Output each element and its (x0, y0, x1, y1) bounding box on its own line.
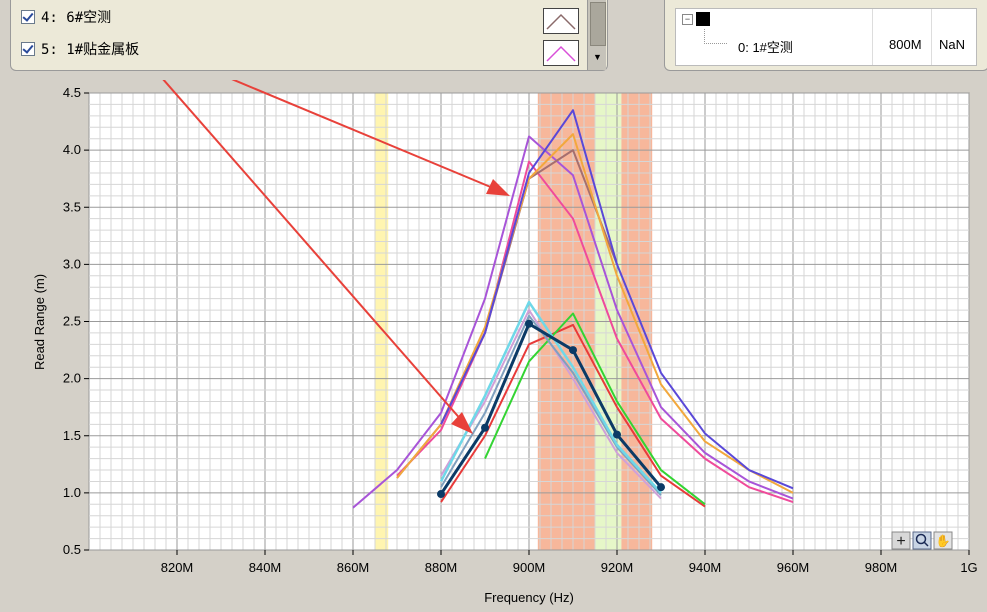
legend-scrollbar[interactable]: ▼ (587, 0, 606, 70)
y-tick-label: 1.0 (63, 485, 81, 500)
series-point (481, 423, 489, 432)
line-swatch-icon (546, 13, 576, 30)
y-tick-label: 4.5 (63, 85, 81, 100)
series-point (657, 483, 665, 492)
y-tick-label: 3.5 (63, 199, 81, 214)
x-tick-label: 840M (249, 560, 282, 575)
tree-connector (704, 29, 727, 44)
zoom-lens (915, 533, 927, 545)
tree-node-freq: 800M (889, 37, 922, 52)
series-point (525, 319, 533, 328)
series-line-2 (396, 160, 794, 503)
tree-node-label[interactable]: 0: 1#空测 (738, 40, 793, 55)
legend-checkbox-4[interactable] (21, 10, 35, 24)
series-line-8 (484, 312, 706, 506)
cursor-tree-panel: − 0: 1#空测 800M NaN (664, 0, 987, 71)
x-axis-title: Frequency (Hz) (484, 590, 574, 605)
zoom-handle (923, 541, 929, 547)
series-line-4 (396, 133, 794, 494)
scrollbar-thumb[interactable] (590, 2, 606, 46)
hand-glyph: ✋ (936, 534, 951, 548)
triangle-down-icon[interactable]: ▼ (593, 52, 602, 62)
crosshair-icon[interactable] (891, 531, 911, 550)
legend-swatch-5[interactable] (543, 40, 579, 66)
legend-label-5: 5: 1#贴金属板 (41, 42, 140, 58)
y-tick-label: 1.5 (63, 428, 81, 443)
legend-item-5[interactable]: 5: 1#贴金属板 (21, 38, 139, 60)
tree-node-value: NaN (939, 37, 966, 52)
read-range-chart[interactable]: 0.5 1.0 1.5 2.0 2.5 3.0 3.5 4.0 4.5 820M 840M 860M… (0, 29, 987, 607)
x-tick-label: 960M (777, 560, 810, 575)
plot-legend-panel: 4: 6#空测 5: 1#贴金属板 ▼ (10, 0, 608, 71)
annotation-arrow-head (451, 412, 473, 434)
x-tick-label: 1G (960, 560, 977, 575)
line-swatch-icon (546, 45, 576, 62)
graph-palette: + ✋ (891, 531, 953, 550)
legend-label-4: 4: 6#空测 (41, 10, 112, 26)
tree-col-divider (931, 9, 932, 65)
series-point (613, 430, 621, 439)
y-tick-label: 3.0 (63, 256, 81, 271)
x-tick-label: 900M (513, 560, 546, 575)
x-tick-label: 880M (425, 560, 458, 575)
crosshair-glyph: + (896, 533, 905, 550)
x-tick-label: 940M (689, 560, 722, 575)
series-line-9 (440, 314, 662, 496)
series-point (569, 346, 577, 355)
hand-pan-icon[interactable] (933, 531, 953, 550)
y-tick-label: 0.5 (63, 542, 81, 557)
y-axis-title: Read Range (m) (32, 274, 47, 370)
x-tick-label: 980M (865, 560, 898, 575)
cursor-tree: − 0: 1#空测 800M NaN (675, 8, 977, 66)
tree-col-divider (872, 9, 873, 65)
series-line-1 (352, 135, 794, 509)
x-tick-label: 860M (337, 560, 370, 575)
annotation-arrow-head (486, 179, 510, 196)
x-tick-label: 820M (161, 560, 194, 575)
x-tick-label: 920M (601, 560, 634, 575)
series-line-11 (439, 322, 663, 495)
series-line-7 (440, 323, 706, 508)
legend-swatch-4[interactable] (543, 8, 579, 34)
series-line-5 (440, 109, 794, 490)
annotation-arrow-line (119, 29, 471, 431)
y-tick-label: 2.0 (63, 371, 81, 386)
y-tick-label: 2.5 (63, 314, 81, 329)
legend-item-4[interactable]: 4: 6#空测 (21, 6, 111, 28)
graph-frame: 0.5 1.0 1.5 2.0 2.5 3.0 3.5 4.0 4.5 820M 840M 860M… (0, 29, 987, 607)
black-square-icon (696, 12, 710, 26)
legend-checkbox-5[interactable] (21, 42, 35, 56)
y-tick-label: 4.0 (63, 142, 81, 157)
series-point (437, 490, 445, 499)
series-line-10 (439, 300, 662, 494)
minus-box-icon[interactable]: − (682, 14, 693, 25)
